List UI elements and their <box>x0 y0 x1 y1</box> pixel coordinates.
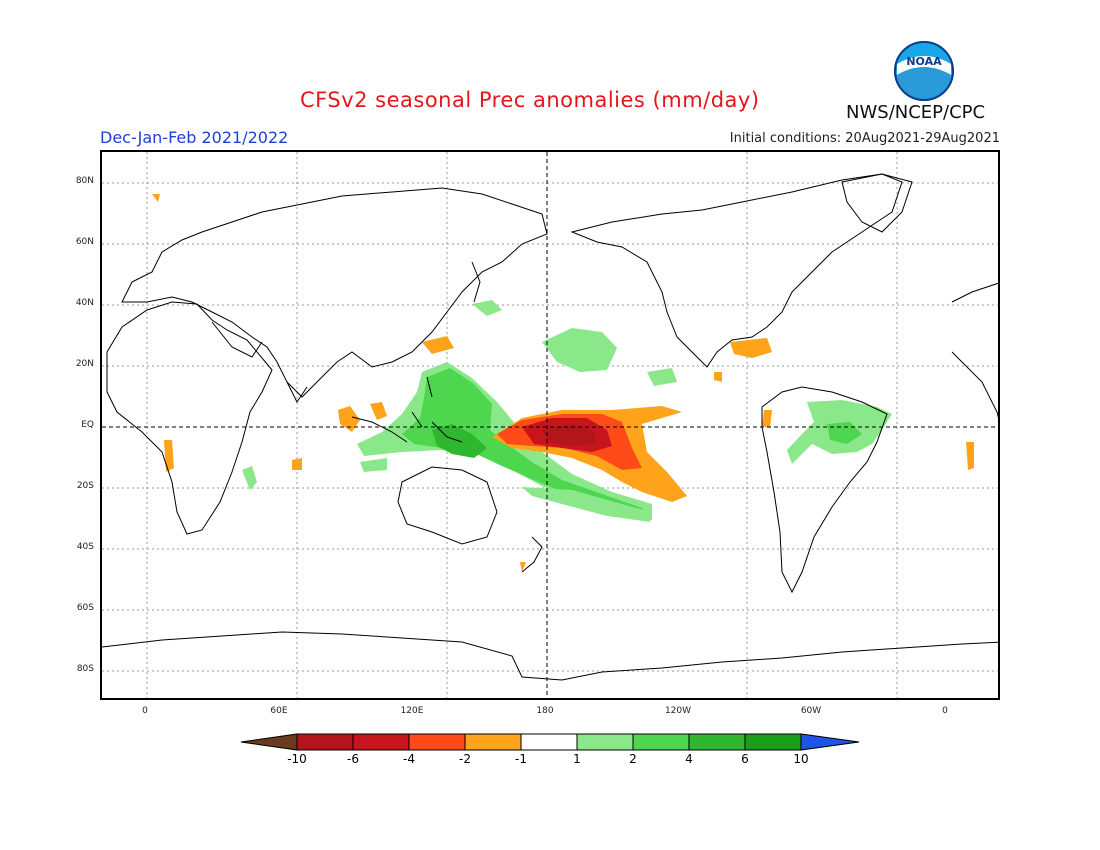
colorbar-label: 4 <box>685 752 693 766</box>
lat-tick-20s: 20S <box>76 481 94 491</box>
lon-tick-180: 180 <box>536 706 554 716</box>
colorbar-bin <box>688 733 746 751</box>
map-canvas <box>102 152 998 698</box>
colorbar-bin <box>352 733 410 751</box>
colorbar-label: -1 <box>515 752 527 766</box>
south-america-west-dry <box>762 410 772 428</box>
lat-tick-40n: 40N <box>75 298 94 308</box>
season-label: Dec-Jan-Feb 2021/2022 <box>100 128 289 147</box>
lon-tick-0-right: 0 <box>942 706 948 716</box>
colorbar-label: 2 <box>629 752 637 766</box>
spcz-wet <box>522 487 652 522</box>
peru-coast-dry <box>966 442 974 470</box>
indian-ocean-dry <box>292 458 302 470</box>
colorbar-bin <box>744 733 802 751</box>
colorbar-bin <box>576 733 634 751</box>
colorbar-label: 1 <box>573 752 581 766</box>
lon-tick-0-left: 0 <box>142 706 148 716</box>
indonesia-dry <box>338 406 360 432</box>
maritime-continent-wet <box>402 368 647 514</box>
colorbar-low-arrow <box>240 733 298 751</box>
lat-tick-eq: EQ <box>81 420 94 430</box>
precip-anomaly-map <box>100 150 1000 700</box>
lon-tick-120e: 120E <box>400 706 424 716</box>
colorbar-bin <box>520 733 578 751</box>
lat-tick-80s: 80S <box>76 664 94 674</box>
coastlines <box>102 173 998 681</box>
svg-text:NOAA: NOAA <box>906 55 942 68</box>
lat-tick-40s: 40S <box>76 542 94 552</box>
north-pacific-wet <box>472 300 502 316</box>
lat-tick-80n: 80N <box>75 176 94 186</box>
east-africa-dry <box>164 440 174 472</box>
sumatra-dry <box>370 402 387 420</box>
lat-tick-60n: 60N <box>75 237 94 247</box>
colorbar-bin <box>632 733 690 751</box>
anomaly-fields <box>152 194 974 572</box>
hawaii-wet <box>647 368 677 386</box>
indian-ocean-wet <box>360 458 387 472</box>
central-pacific-wet-nh <box>542 328 617 372</box>
colorbar-bin <box>464 733 522 751</box>
lon-tick-120w: 120W <box>664 706 692 716</box>
australia-south-dry <box>520 562 526 572</box>
colorbar-label: 10 <box>793 752 809 766</box>
lat-tick-60s: 60S <box>76 603 94 613</box>
colorbar-label: -6 <box>347 752 359 766</box>
central-pacific-dry-max <box>542 424 597 446</box>
initial-conditions-label: Initial conditions: 20Aug2021-29Aug2021 <box>729 131 1000 146</box>
lon-tick-60e: 60E <box>270 706 288 716</box>
colorbar-high-arrow <box>800 733 860 751</box>
colorbar-label: -10 <box>287 752 307 766</box>
arctic-dry <box>152 194 160 202</box>
colorbar-label: 6 <box>741 752 749 766</box>
agency-label: NWS/NCEP/CPC <box>846 102 986 123</box>
lon-tick-60w: 60W <box>800 706 822 716</box>
noaa-logo: NOAA <box>894 41 954 101</box>
central-america-dry <box>714 372 722 382</box>
philippines-sea-dry <box>422 336 454 354</box>
map-title: CFSv2 seasonal Prec anomalies (mm/day) <box>300 88 760 112</box>
colorbar-bin <box>408 733 466 751</box>
lat-tick-20n: 20N <box>75 359 94 369</box>
madagascar-wet <box>242 466 257 490</box>
colorbar-label: -2 <box>459 752 471 766</box>
colorbar-bin <box>296 733 354 751</box>
gulf-mexico-dry <box>730 338 772 358</box>
colorbar-label: -4 <box>403 752 415 766</box>
